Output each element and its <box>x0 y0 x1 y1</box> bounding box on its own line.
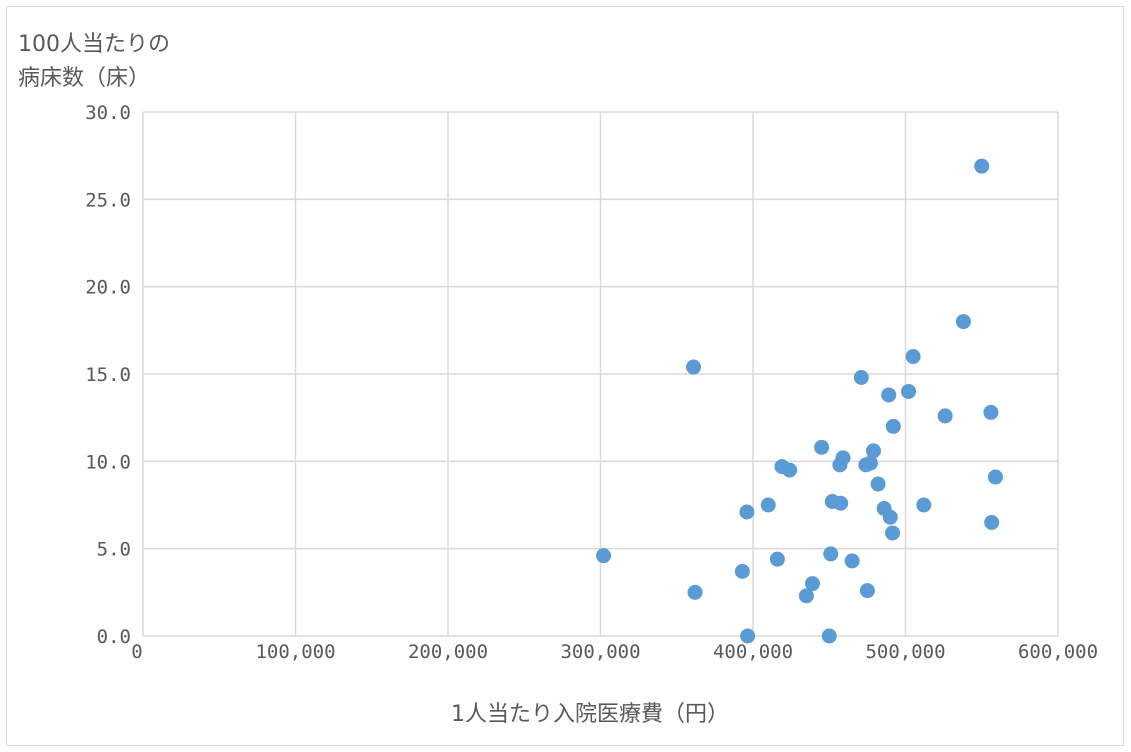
y-axis-label-line-2: 病床数（床） <box>18 66 151 91</box>
data-point <box>853 369 869 385</box>
data-point <box>937 408 953 424</box>
data-point <box>974 158 990 174</box>
data-point <box>881 387 897 403</box>
data-point <box>870 476 886 492</box>
data-point <box>833 495 849 511</box>
data-point <box>885 418 901 434</box>
data-point <box>740 628 756 644</box>
y-tick-label: 0.0 <box>97 626 131 648</box>
gridlines <box>142 111 1059 637</box>
x-tick-label: 300,000 <box>560 641 640 663</box>
data-point <box>739 504 755 520</box>
data-point <box>885 525 901 541</box>
y-tick-labels: 0.0 5.0 10.0 15.0 20.0 25.0 30.0 <box>85 102 131 648</box>
y-axis-label: 100人当たりの 病床数（床） <box>18 28 170 96</box>
data-point <box>821 628 837 644</box>
x-tick-label: 0 <box>131 641 142 663</box>
chart-frame <box>6 6 1124 746</box>
x-axis-label: 1人当たり入院医療費（円） <box>451 702 729 727</box>
x-tick-labels: 0 100,000 200,000 300,000 400,000 500,000 600,… <box>131 641 1098 663</box>
data-point <box>901 383 917 399</box>
data-point <box>865 443 881 459</box>
y-tick-label: 20.0 <box>85 277 131 299</box>
x-tick-label: 400,000 <box>713 641 793 663</box>
data-point <box>686 359 702 375</box>
data-point <box>916 497 932 513</box>
x-tick-label: 100,000 <box>255 641 335 663</box>
y-tick-label: 25.0 <box>85 189 131 211</box>
data-point <box>769 551 785 567</box>
data-point <box>823 546 839 562</box>
data-point <box>687 584 703 600</box>
data-point <box>983 404 999 420</box>
data-point <box>596 548 612 564</box>
y-tick-label: 10.0 <box>85 451 131 473</box>
data-point <box>984 514 1000 530</box>
data-point <box>798 588 814 604</box>
data-point <box>804 576 820 592</box>
data-point <box>955 314 971 330</box>
data-points <box>596 158 1003 644</box>
y-axis-label-line-1: 100人当たりの <box>18 32 170 57</box>
data-point <box>987 469 1003 485</box>
data-point <box>782 462 798 478</box>
data-point <box>859 583 875 599</box>
data-point <box>882 509 898 525</box>
data-point <box>844 553 860 569</box>
data-point <box>835 450 851 466</box>
y-tick-label: 30.0 <box>85 102 131 124</box>
data-point <box>905 349 921 365</box>
data-point <box>760 497 776 513</box>
y-tick-label: 5.0 <box>97 539 131 561</box>
x-tick-label: 200,000 <box>408 641 488 663</box>
x-tick-label: 500,000 <box>865 641 945 663</box>
data-point <box>734 563 750 579</box>
y-tick-label: 15.0 <box>85 364 131 386</box>
data-point <box>814 439 830 455</box>
x-tick-label: 600,000 <box>1018 641 1098 663</box>
data-point <box>862 455 878 471</box>
